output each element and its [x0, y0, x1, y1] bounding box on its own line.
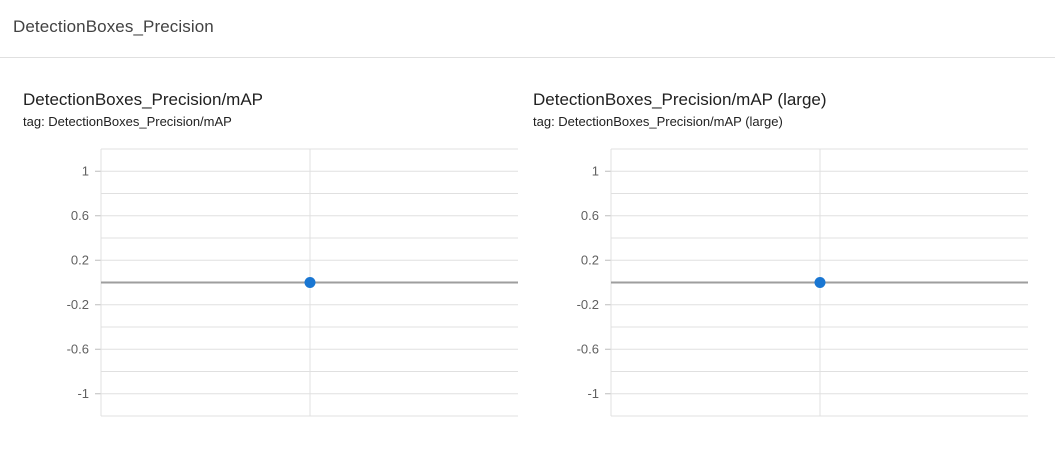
chart-tag: tag: DetectionBoxes_Precision/mAP	[23, 114, 232, 129]
chart-card-map: DetectionBoxes_Precision/mAP tag: Detect…	[23, 90, 523, 435]
chart-card-map-large: DetectionBoxes_Precision/mAP (large) tag…	[533, 90, 1033, 435]
chart-svg[interactable]: 1 0.6 0.2 -0.2 -0.6 -1	[23, 144, 523, 434]
chart-tag: tag: DetectionBoxes_Precision/mAP (large…	[533, 114, 783, 129]
y-tick-label: -0.6	[67, 341, 89, 356]
y-tick-label: 0.2	[71, 252, 89, 267]
data-point[interactable]	[814, 277, 826, 288]
y-tick-label: -1	[77, 386, 89, 401]
y-tick-label: -0.2	[577, 297, 599, 312]
y-tick-label: -0.6	[577, 341, 599, 356]
y-tick-label: 0.6	[71, 208, 89, 223]
section-header: DetectionBoxes_Precision	[0, 0, 1055, 58]
y-tick-label: 0.2	[581, 252, 599, 267]
chart-title: DetectionBoxes_Precision/mAP	[23, 90, 264, 109]
y-tick-label: 0.6	[581, 208, 599, 223]
data-point[interactable]	[304, 277, 316, 288]
y-tick-label: -1	[587, 386, 599, 401]
section-title: DetectionBoxes_Precision	[13, 17, 214, 36]
y-tick-label: -0.2	[67, 297, 89, 312]
y-tick-label: 1	[82, 163, 89, 178]
y-tick-label: 1	[592, 163, 599, 178]
chart-title: DetectionBoxes_Precision/mAP (large)	[533, 90, 827, 109]
chart-svg[interactable]: 1 0.6 0.2 -0.2 -0.6 -1	[533, 144, 1033, 434]
